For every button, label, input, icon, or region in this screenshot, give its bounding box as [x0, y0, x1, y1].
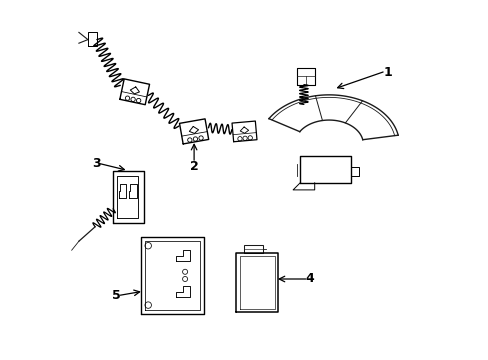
- Text: 2: 2: [189, 160, 198, 173]
- Text: 4: 4: [305, 273, 314, 285]
- Text: 5: 5: [111, 289, 120, 302]
- Bar: [244, 245, 262, 253]
- Text: 3: 3: [92, 157, 101, 170]
- Text: 1: 1: [382, 66, 391, 78]
